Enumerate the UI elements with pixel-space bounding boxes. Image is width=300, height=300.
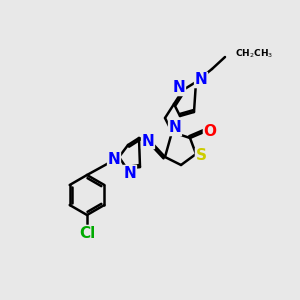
Text: CH$_2$CH$_3$: CH$_2$CH$_3$ bbox=[235, 48, 273, 60]
Text: Cl: Cl bbox=[79, 226, 95, 241]
Text: N: N bbox=[108, 152, 120, 166]
Text: N: N bbox=[124, 166, 136, 181]
Text: N: N bbox=[195, 73, 207, 88]
Text: O: O bbox=[203, 124, 217, 139]
Text: S: S bbox=[196, 148, 206, 164]
Text: N: N bbox=[169, 121, 182, 136]
Text: N: N bbox=[172, 80, 185, 95]
Text: N: N bbox=[142, 134, 154, 148]
